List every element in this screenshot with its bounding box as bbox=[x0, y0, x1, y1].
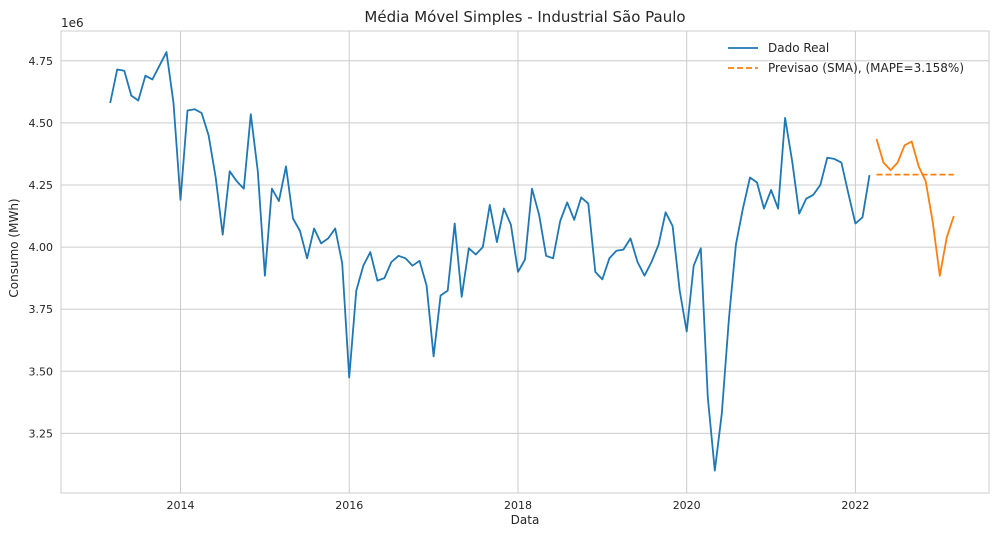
x-tick-label: 2014 bbox=[167, 499, 195, 512]
x-axis-label: Data bbox=[511, 513, 540, 527]
x-axis-ticks: 2014 2016 2018 2020 2022 bbox=[167, 499, 870, 512]
y-tick-label: 3.50 bbox=[29, 365, 54, 378]
y-tick-label: 3.75 bbox=[29, 303, 54, 316]
y-tick-label: 4.50 bbox=[29, 117, 54, 130]
y-axis-label: Consumo (MWh) bbox=[7, 198, 21, 297]
series-group bbox=[109, 51, 955, 472]
y-tick-label: 4.00 bbox=[29, 241, 54, 254]
series-line-2 bbox=[875, 138, 955, 277]
plot-area bbox=[60, 30, 990, 494]
legend-label: Dado Real bbox=[768, 41, 829, 55]
chart-title: Média Móvel Simples - Industrial São Pau… bbox=[364, 8, 685, 26]
y-offset-label: 1e6 bbox=[61, 16, 84, 30]
y-tick-label: 3.25 bbox=[29, 427, 54, 440]
x-tick-label: 2018 bbox=[504, 499, 532, 512]
series-line-1 bbox=[109, 51, 871, 472]
legend-label: Previsao (SMA), (MAPE=3.158%) bbox=[768, 61, 964, 75]
y-tick-label: 4.25 bbox=[29, 179, 54, 192]
y-tick-label: 4.75 bbox=[29, 55, 54, 68]
grid bbox=[61, 31, 989, 493]
x-tick-label: 2020 bbox=[673, 499, 701, 512]
legend: Dado Real Previsao (SMA), (MAPE=3.158%) bbox=[728, 41, 964, 75]
x-tick-label: 2016 bbox=[335, 499, 363, 512]
x-tick-label: 2022 bbox=[841, 499, 869, 512]
y-axis-ticks: 3.25 3.50 3.75 4.00 4.25 4.50 4.75 bbox=[29, 55, 54, 441]
